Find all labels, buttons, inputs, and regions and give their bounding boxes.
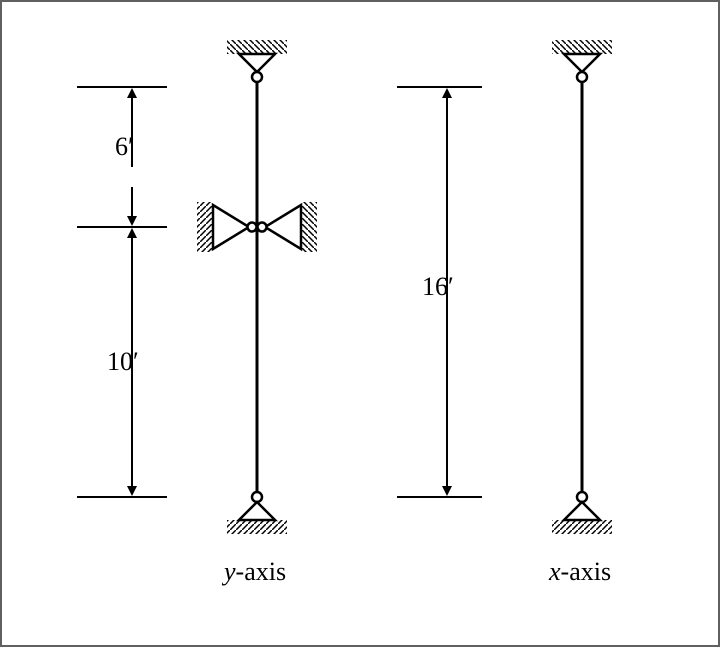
bot-triangle-left <box>239 502 275 520</box>
dim-10ft: 10′ <box>107 347 139 377</box>
top-triangle-left <box>239 54 275 72</box>
top-hatch-left <box>227 40 287 54</box>
bot-hatch-right <box>552 520 612 534</box>
dim-6ft: 6′ <box>115 132 134 162</box>
axis-label-y: y-axis <box>224 557 286 587</box>
diagram-svg <box>2 2 720 649</box>
diagram-canvas: 6′ 10′ 16′ y-axis x-axis <box>0 0 720 647</box>
dim-16ft: 16′ <box>422 272 454 302</box>
axis-label-x: x-axis <box>549 557 611 587</box>
left-column-group <box>197 40 317 534</box>
bot-triangle-right <box>564 502 600 520</box>
top-pin-right <box>577 72 587 82</box>
top-pin-left <box>252 72 262 82</box>
bot-hatch-left <box>227 520 287 534</box>
top-hatch-right <box>552 40 612 54</box>
right-column-group <box>552 40 612 534</box>
top-triangle-right <box>564 54 600 72</box>
